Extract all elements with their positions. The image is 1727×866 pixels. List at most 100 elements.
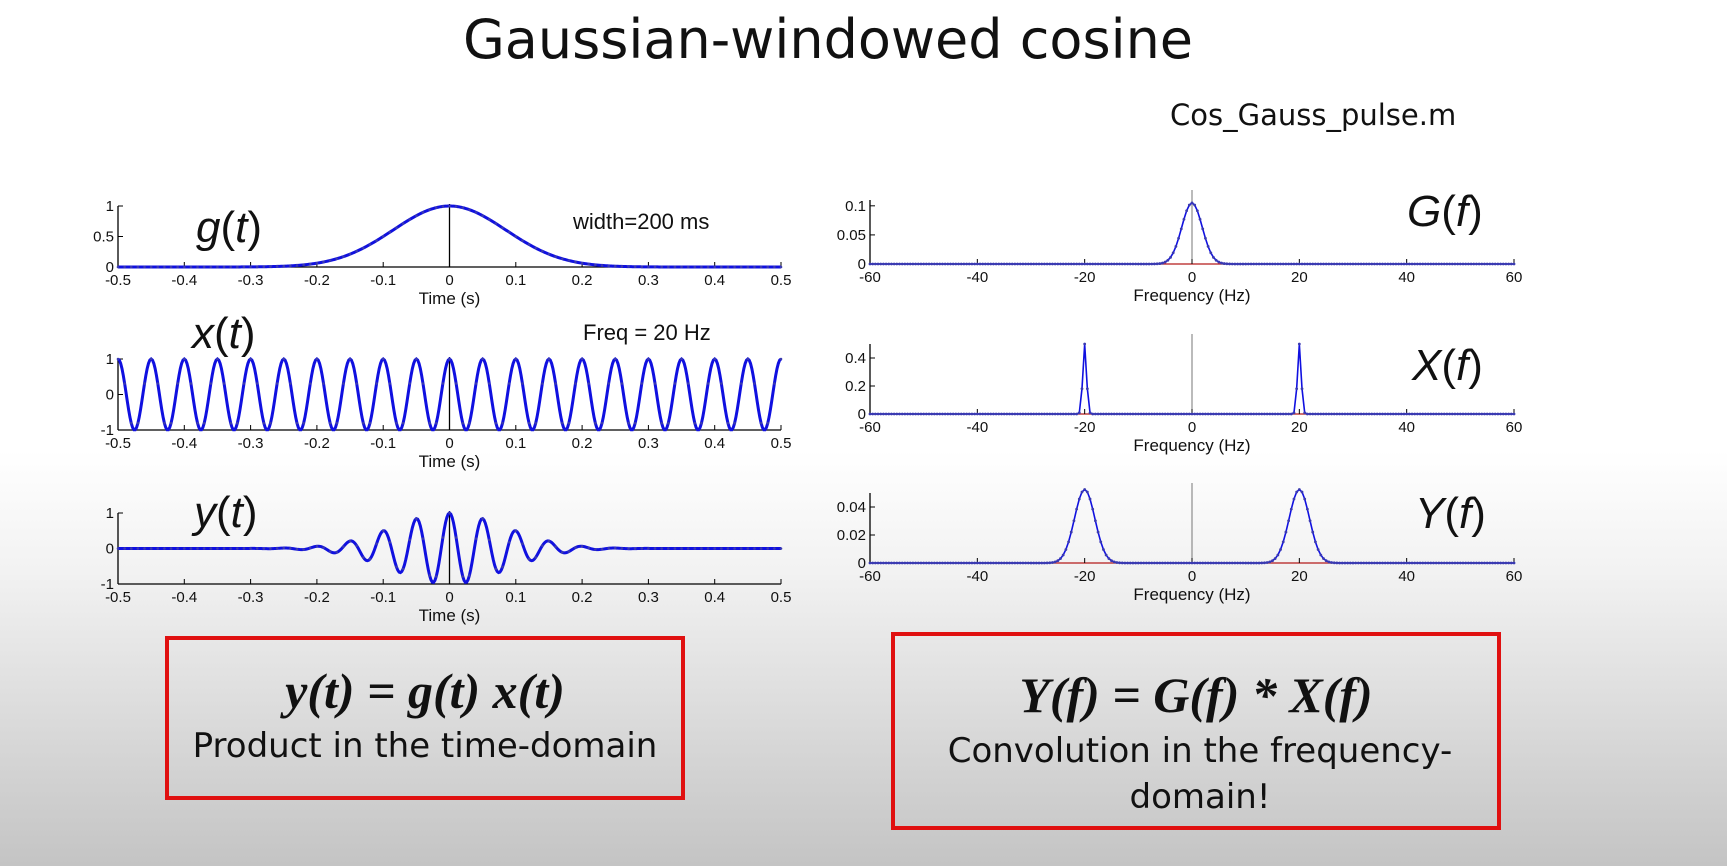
sample-point — [1255, 412, 1258, 416]
sample-point — [666, 265, 670, 269]
sample-point — [965, 561, 968, 565]
sample-point — [381, 357, 385, 361]
sample-point — [1297, 262, 1301, 266]
sample-point — [1029, 262, 1033, 266]
sample-point — [1147, 262, 1151, 266]
sample-point — [580, 544, 584, 548]
sample-point — [574, 260, 577, 264]
sample-point — [1504, 412, 1508, 416]
sample-point — [1260, 412, 1264, 416]
sample-point — [183, 265, 186, 269]
annotation-text: Freq = 20 Hz — [583, 320, 711, 345]
x-tick-label: 0.5 — [771, 589, 792, 606]
sample-point — [1075, 262, 1079, 266]
sample-point — [946, 412, 950, 416]
x-tick-label: -40 — [966, 269, 988, 286]
sample-point — [1252, 412, 1256, 416]
sample-point — [434, 421, 438, 425]
sample-point — [895, 262, 899, 266]
x-tick-label: 20 — [1291, 568, 1308, 585]
sample-point — [1509, 561, 1513, 565]
sample-point — [700, 265, 703, 269]
sample-point — [1440, 412, 1443, 416]
sample-point — [954, 412, 958, 416]
sample-point — [560, 257, 564, 261]
sample-point — [975, 262, 979, 266]
sample-point — [981, 561, 985, 565]
sample-point — [1008, 561, 1011, 565]
signal-label: G(f) — [1407, 187, 1483, 236]
sample-point — [362, 421, 365, 425]
sample-point — [428, 208, 431, 211]
sample-point — [1421, 412, 1425, 416]
sample-point — [1161, 561, 1164, 565]
x-tick-label: 0.2 — [572, 272, 593, 289]
sample-point — [1195, 412, 1199, 416]
sample-point — [1021, 412, 1025, 416]
sample-point — [1324, 559, 1328, 563]
sample-point — [395, 565, 398, 569]
sample-point — [1161, 261, 1164, 265]
x-tick-label: 60 — [1506, 269, 1523, 286]
sample-point — [943, 561, 947, 565]
sample-point — [375, 239, 378, 242]
x-tick-label: -60 — [859, 419, 881, 436]
sample-point — [933, 262, 936, 266]
sample-point — [216, 547, 219, 550]
sample-point — [1043, 412, 1046, 416]
sample-point — [1485, 561, 1489, 565]
sample-point — [1238, 262, 1242, 266]
sample-point — [501, 565, 504, 569]
sample-point — [421, 537, 425, 540]
y-tick-label: 1 — [106, 198, 114, 215]
sample-point — [1034, 561, 1038, 565]
sample-point — [1346, 262, 1350, 266]
sample-point — [1104, 553, 1108, 557]
sample-point — [222, 265, 226, 269]
sample-point — [1437, 262, 1441, 266]
sample-point — [1115, 561, 1119, 564]
sample-point — [401, 222, 405, 225]
sample-point — [1279, 262, 1282, 266]
sample-point — [898, 561, 901, 565]
sample-point — [1332, 412, 1336, 416]
sample-point — [1445, 262, 1449, 266]
sample-point — [169, 265, 173, 269]
sample-point — [1249, 262, 1253, 266]
x-tick-label: 0.1 — [505, 435, 526, 452]
sample-point — [895, 561, 899, 565]
sample-point — [989, 262, 993, 266]
sample-point — [1499, 561, 1502, 565]
x-axis-label: Frequency (Hz) — [1133, 585, 1250, 604]
sample-point — [873, 262, 877, 266]
sample-point — [1472, 412, 1476, 416]
sample-point — [726, 547, 730, 550]
sample-point — [1222, 561, 1226, 565]
sample-point — [1214, 561, 1218, 565]
sample-point — [1029, 561, 1033, 565]
sample-point — [567, 421, 571, 425]
sample-point — [1407, 412, 1411, 416]
sample-point — [887, 412, 891, 416]
x-tick-label: 0.4 — [704, 589, 725, 606]
sample-point — [1204, 412, 1207, 416]
sample-point — [1268, 560, 1272, 564]
x-tick-label: -0.1 — [370, 589, 396, 606]
sample-point — [1464, 561, 1468, 565]
sample-point — [1316, 262, 1320, 266]
x-tick-label: -20 — [1074, 568, 1096, 585]
sample-point — [381, 235, 385, 238]
sample-point — [908, 412, 912, 416]
sample-point — [994, 262, 998, 266]
sample-point — [1504, 262, 1508, 266]
sample-point — [1378, 412, 1382, 416]
sample-point — [1273, 262, 1277, 266]
sample-point — [415, 517, 418, 520]
sample-point — [348, 539, 352, 543]
sample-point — [1102, 262, 1105, 266]
sample-point — [1483, 262, 1486, 266]
sample-point — [994, 561, 998, 565]
sample-point — [633, 547, 637, 550]
sample-point — [640, 265, 644, 269]
sample-point — [876, 262, 880, 266]
